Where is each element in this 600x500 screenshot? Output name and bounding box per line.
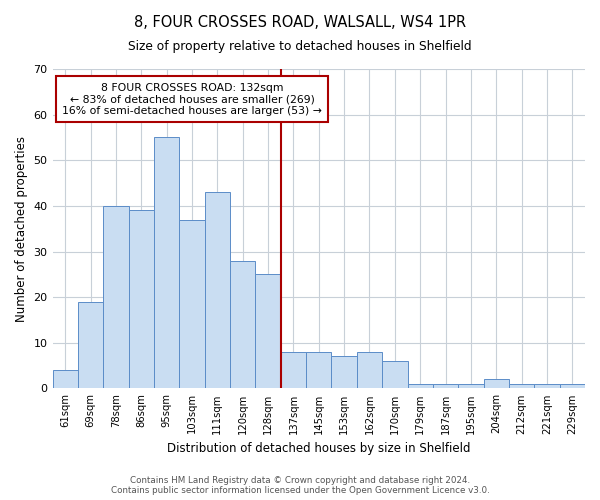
Bar bbox=[407, 384, 433, 388]
Bar bbox=[509, 384, 534, 388]
Bar bbox=[382, 361, 407, 388]
Bar bbox=[560, 384, 585, 388]
Bar bbox=[205, 192, 230, 388]
Bar bbox=[256, 274, 281, 388]
X-axis label: Distribution of detached houses by size in Shelfield: Distribution of detached houses by size … bbox=[167, 442, 470, 455]
Text: Size of property relative to detached houses in Shelfield: Size of property relative to detached ho… bbox=[128, 40, 472, 53]
Text: 8, FOUR CROSSES ROAD, WALSALL, WS4 1PR: 8, FOUR CROSSES ROAD, WALSALL, WS4 1PR bbox=[134, 15, 466, 30]
Bar bbox=[103, 206, 128, 388]
Text: Contains HM Land Registry data © Crown copyright and database right 2024.
Contai: Contains HM Land Registry data © Crown c… bbox=[110, 476, 490, 495]
Bar bbox=[534, 384, 560, 388]
Bar bbox=[357, 352, 382, 389]
Bar bbox=[230, 260, 256, 388]
Bar bbox=[78, 302, 103, 388]
Bar bbox=[53, 370, 78, 388]
Bar bbox=[331, 356, 357, 388]
Bar bbox=[433, 384, 458, 388]
Bar bbox=[484, 380, 509, 388]
Bar bbox=[281, 352, 306, 389]
Bar bbox=[458, 384, 484, 388]
Y-axis label: Number of detached properties: Number of detached properties bbox=[15, 136, 28, 322]
Text: 8 FOUR CROSSES ROAD: 132sqm
← 83% of detached houses are smaller (269)
16% of se: 8 FOUR CROSSES ROAD: 132sqm ← 83% of det… bbox=[62, 82, 322, 116]
Bar bbox=[128, 210, 154, 388]
Bar bbox=[179, 220, 205, 388]
Bar bbox=[154, 138, 179, 388]
Bar bbox=[306, 352, 331, 389]
